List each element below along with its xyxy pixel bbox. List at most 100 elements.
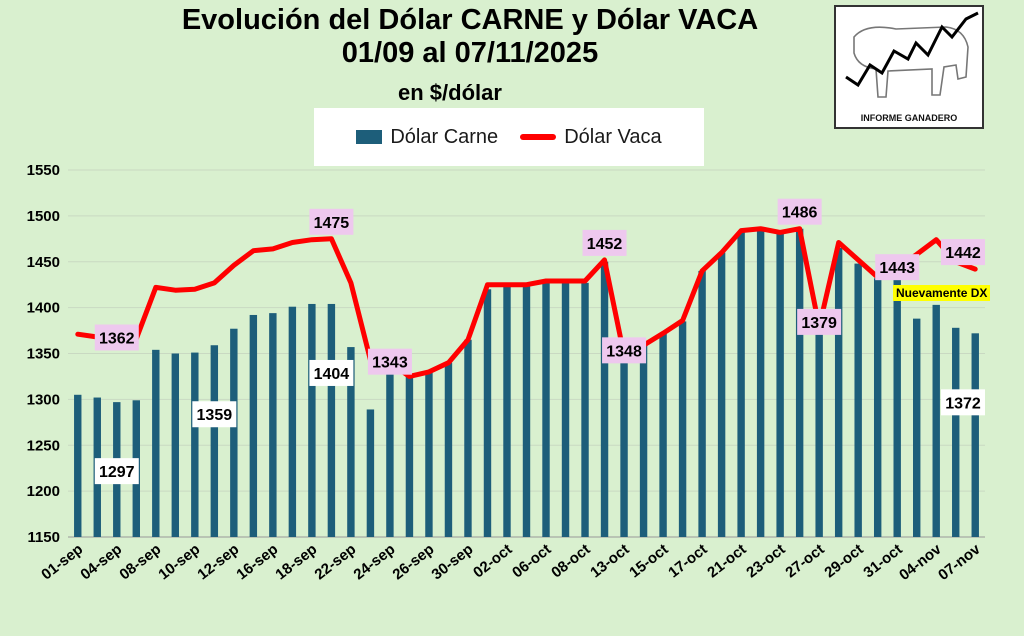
legend-swatch-bar: [356, 130, 383, 144]
data-label: 1452: [587, 236, 623, 253]
data-label-box: [602, 337, 647, 364]
line-series-dolar-vaca: [75, 226, 978, 379]
bar: [269, 313, 277, 537]
data-label-box: [797, 308, 842, 335]
bar: [366, 409, 375, 537]
data-label: 1442: [945, 245, 981, 262]
data-labels: 1362 1475 1343 1452 1348 1486 1379 1443 1442 1297…: [94, 198, 985, 485]
data-label: 1379: [801, 315, 837, 332]
y-tick-label: 1450: [27, 254, 60, 271]
data-label-box: [309, 359, 354, 386]
chart-legend: Dólar Carne Dólar Vaca: [314, 108, 704, 166]
title-line-1: Evolución del Dólar CARNE y Dólar VACA: [181, 4, 759, 36]
y-tick-label: 1200: [27, 483, 60, 500]
informe-ganadero-logo: INFORME GANADERO: [834, 5, 984, 129]
bar: [854, 263, 862, 537]
bar: [620, 355, 628, 537]
x-tick-label: 12-sep: [194, 541, 242, 584]
data-label-box: [94, 324, 139, 351]
y-tick-label: 1150: [27, 529, 60, 546]
y-axis: 1150 1200 1250 1300 1350 1400 1450 1500 1550: [27, 162, 60, 546]
bar: [152, 349, 160, 537]
title-line-3: en $/dólar: [398, 80, 502, 105]
legend-item-dolar-vaca: Dólar Vaca: [520, 125, 662, 149]
x-tick-label: 29-oct: [821, 541, 866, 582]
y-tick-label: 1500: [27, 208, 60, 225]
x-axis: 01-sep04-sep08-sep10-sep12-sep16-sep18-s…: [38, 540, 984, 584]
x-tick-label: 24-sep: [350, 541, 398, 584]
x-tick-label: 06-oct: [509, 541, 554, 582]
logo-text: INFORME GANADERO: [860, 113, 958, 123]
x-tick-label: 02-oct: [470, 541, 515, 582]
bar: [308, 303, 316, 537]
bar: [834, 247, 843, 538]
bar: [756, 228, 765, 537]
bar: [893, 268, 901, 537]
bar: [171, 353, 180, 537]
bar: [639, 345, 648, 537]
bar: [717, 252, 726, 537]
bar: [522, 286, 531, 537]
x-tick-label: 16-sep: [233, 541, 281, 584]
x-tick-label: 15-oct: [626, 541, 671, 582]
bar: [600, 261, 609, 537]
x-tick-label: 26-sep: [389, 541, 437, 584]
bar: [464, 339, 472, 537]
bar: [737, 232, 745, 537]
annotation-nuevamente-dx: Nuevamente DX: [893, 285, 991, 301]
x-tick-label: 30-sep: [429, 541, 477, 584]
bar: [327, 303, 336, 537]
bar: [873, 278, 882, 537]
bar: [698, 270, 706, 537]
bar: [191, 352, 199, 537]
bar: [971, 333, 979, 537]
bar: [795, 228, 804, 537]
x-tick-label: 21-oct: [704, 541, 749, 582]
x-tick-label: 10-sep: [155, 541, 203, 584]
y-tick-label: 1300: [27, 391, 60, 408]
bar: [913, 318, 921, 537]
x-tick-label: 27-oct: [782, 541, 827, 582]
bar: [405, 376, 414, 537]
data-label-box: [582, 229, 627, 256]
data-label: 1348: [606, 343, 642, 360]
bar: [74, 394, 82, 537]
title-line-2: 01/09 al 07/11/2025: [341, 37, 599, 69]
legend-label-dolar-vaca: Dólar Vaca: [564, 125, 662, 148]
bar: [288, 306, 297, 537]
data-label: 1297: [99, 464, 135, 481]
bar: [347, 347, 355, 537]
bar: [444, 362, 453, 537]
data-label: 1343: [372, 355, 408, 372]
chart-title: Evolución del Dólar CARNE y Dólar VACA 0…: [0, 4, 940, 70]
bar: [776, 232, 784, 537]
x-tick-label: 08-oct: [548, 541, 593, 582]
y-tick-label: 1550: [27, 162, 60, 179]
cattle-chart-logo-icon: [845, 11, 979, 98]
x-tick-label: 01-sep: [38, 541, 86, 584]
data-label-box: [367, 348, 412, 375]
bar: [542, 282, 550, 537]
data-label: 1404: [314, 366, 350, 383]
legend-label-dolar-carne: Dólar Carne: [390, 125, 499, 148]
bar: [581, 282, 589, 537]
x-tick-label: 04-nov: [896, 540, 945, 584]
bar: [503, 286, 511, 537]
data-label-box: [192, 401, 237, 428]
bar: [678, 321, 687, 537]
y-tick-label: 1350: [27, 346, 60, 363]
bar: [561, 282, 570, 537]
data-label-box: [941, 239, 985, 266]
y-tick-label: 1250: [27, 437, 60, 454]
data-label: 1362: [99, 330, 135, 347]
bar: [659, 333, 667, 537]
x-tick-label: 18-sep: [272, 541, 320, 584]
bar: [249, 314, 258, 537]
x-tick-label: 13-oct: [587, 541, 632, 582]
data-label-box: [777, 198, 822, 225]
data-label: 1486: [782, 205, 818, 222]
data-label: 1372: [945, 395, 981, 412]
x-tick-label: 04-sep: [77, 541, 125, 584]
x-tick-label: 07-nov: [935, 540, 984, 584]
line-path: [75, 226, 978, 379]
